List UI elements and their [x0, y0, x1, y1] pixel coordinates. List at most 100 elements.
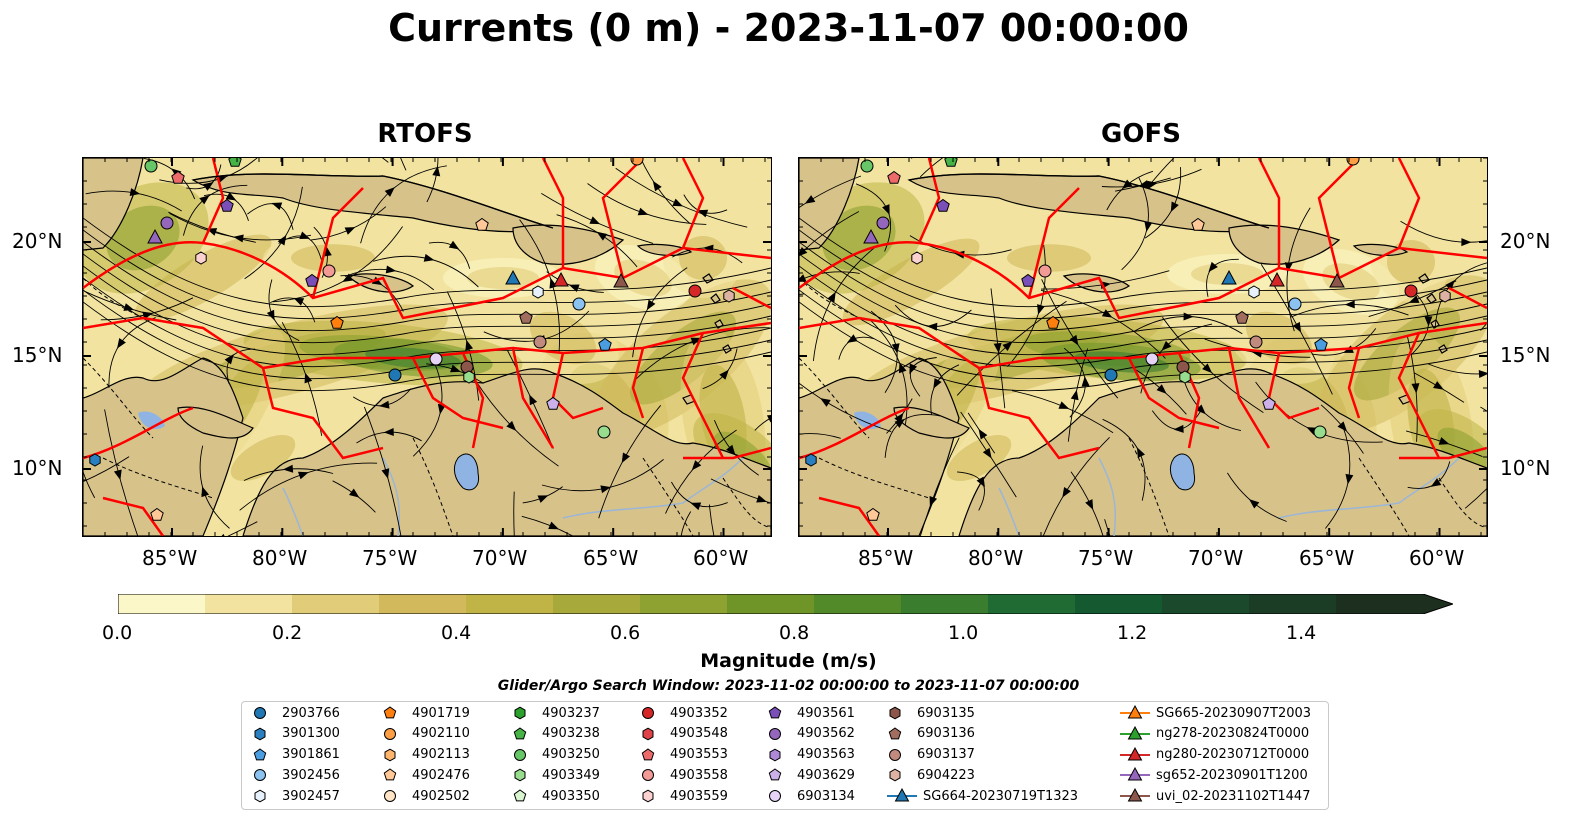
- streamline-arrow: [1156, 384, 1167, 394]
- streamline-arrows: [799, 179, 1487, 510]
- streamline-arrow: [1195, 404, 1206, 415]
- float-marker: [1248, 285, 1260, 299]
- legend-item: uvi_02-20231102T1447: [1120, 788, 1310, 804]
- axis-ticks: [83, 158, 771, 536]
- streamline-arrow: [646, 299, 656, 311]
- colorbar-segment: [640, 594, 728, 614]
- legend-item-label: 4903349: [542, 767, 600, 783]
- float-marker: [519, 310, 533, 324]
- colorbar-tick: 0.8: [779, 622, 810, 644]
- legend-item: sg652-20230901T1200: [1120, 767, 1308, 783]
- float-marker: [89, 453, 101, 467]
- streamline-arrow: [799, 274, 807, 283]
- streamline: [227, 521, 258, 536]
- float-marker: [147, 228, 163, 244]
- streamline-arrow: [224, 354, 234, 365]
- float-marker: [475, 217, 489, 231]
- streamline-arrow: [529, 394, 538, 406]
- streamline-arrow: [690, 502, 702, 511]
- streamline-arrow: [1438, 437, 1450, 445]
- float-marker: [936, 198, 950, 212]
- legend-marker-icon: [514, 769, 526, 782]
- float-marker: [195, 251, 207, 265]
- streamline: [1104, 519, 1111, 536]
- legend-item: 4902476: [382, 767, 470, 783]
- lon-label-70w-rtofs: 70°W: [472, 546, 528, 570]
- streamline-arrow: [766, 414, 771, 423]
- colorbar-segment: [1162, 594, 1250, 614]
- float-marker: [388, 368, 402, 382]
- float-markers: [805, 158, 1451, 521]
- legend-marker-icon: [642, 727, 654, 741]
- eez-boundary: [917, 158, 941, 244]
- legend-item: 4902502: [382, 788, 470, 804]
- legend-item: 4902110: [382, 726, 470, 742]
- colorbar-tick: 0.0: [102, 622, 133, 644]
- streamline-arrow: [1058, 401, 1070, 409]
- streamline-arrow: [882, 204, 890, 215]
- float-markers: [89, 158, 735, 521]
- eez-boundary: [1397, 158, 1421, 249]
- float-marker: [305, 273, 319, 287]
- legend-marker-icon: [254, 707, 266, 719]
- legend-marker-icon: [768, 768, 782, 781]
- eez-boundary: [799, 241, 1487, 320]
- float-marker: [1404, 284, 1418, 298]
- float-marker: [866, 507, 880, 521]
- legend-item-label: sg652-20230901T1200: [1156, 767, 1308, 783]
- eez-boundary: [683, 446, 771, 460]
- streamline-arrow: [304, 372, 313, 384]
- float-marker: [723, 289, 735, 303]
- colorbar-segment: [466, 594, 554, 614]
- streamline: [708, 504, 715, 536]
- streamline-arrow: [978, 428, 988, 440]
- legend-item: 6903137: [887, 747, 975, 763]
- legend-item: 4903238: [512, 726, 600, 742]
- float-marker: [1249, 335, 1263, 349]
- eez-boundary: [411, 357, 504, 430]
- float-marker: [597, 425, 611, 439]
- legend-item: 4901719: [382, 705, 470, 721]
- float-marker: [171, 170, 185, 184]
- float-marker: [1439, 289, 1451, 303]
- legend-marker-icon: [513, 727, 527, 740]
- legend-item: SG664-20230719T1323: [887, 788, 1078, 804]
- legend-marker-icon: [1120, 705, 1150, 719]
- land-polygon: [177, 406, 254, 439]
- search-window-caption: Glider/Argo Search Window: 2023-11-02 00…: [497, 678, 1080, 694]
- streamline: [83, 217, 771, 308]
- colorbar-tick: 0.2: [272, 622, 303, 644]
- float-marker: [1346, 158, 1360, 166]
- legend-marker-icon: [769, 727, 781, 740]
- lat-label-20n-right: 20°N: [1500, 229, 1551, 253]
- streamline: [83, 301, 771, 392]
- streamline-arrow: [1002, 341, 1013, 351]
- streamline-arrow: [1478, 370, 1487, 379]
- streamline-arrow: [820, 398, 831, 407]
- streamline-arrow: [933, 378, 942, 389]
- streamline: [83, 253, 771, 344]
- float-marker: [546, 396, 560, 410]
- streamline-arrow: [129, 188, 141, 197]
- streamline-arrow: [349, 488, 360, 498]
- streamline-arrow: [1461, 238, 1472, 247]
- legend-item: 4903558: [640, 767, 728, 783]
- legend-marker-icon: [253, 747, 267, 760]
- streamline-arrow: [652, 180, 662, 192]
- legend-item: 3902456: [252, 767, 340, 783]
- streamline-arrow: [804, 195, 816, 204]
- legend-item-label: 4903561: [797, 705, 855, 721]
- streamline-arrow: [342, 273, 353, 283]
- streamline-arrow: [113, 469, 122, 481]
- minor-ticks: [83, 158, 771, 536]
- legend-item: 4903352: [640, 705, 728, 721]
- land-polygon: [1228, 224, 1341, 265]
- streamline: [799, 229, 1487, 320]
- streamline-arrow: [381, 468, 390, 479]
- colorbar-tick: 1.4: [1286, 622, 1317, 644]
- float-marker: [688, 284, 702, 298]
- legend-item: 4903553: [640, 747, 728, 763]
- float-marker: [1262, 396, 1276, 410]
- eez-boundary: [1127, 357, 1220, 430]
- streamline-arrow: [621, 452, 631, 464]
